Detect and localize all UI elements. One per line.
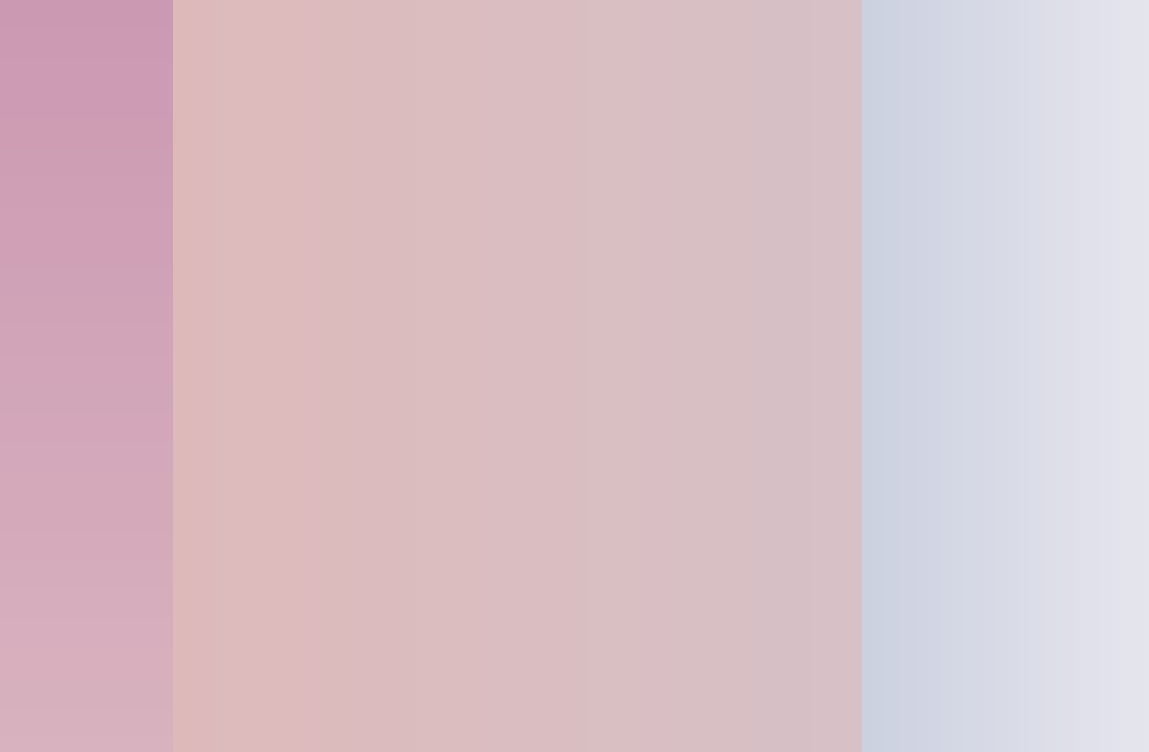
Bar xyxy=(161,608,1061,649)
Bar xyxy=(161,153,481,193)
Bar xyxy=(161,414,542,453)
Bar xyxy=(161,88,298,129)
Bar xyxy=(161,348,529,389)
Bar xyxy=(161,284,494,323)
Bar xyxy=(161,478,591,519)
Bar xyxy=(161,544,876,584)
Bar xyxy=(161,218,481,259)
Legend: CRIME RATE PER 1,000 PEOPLE: CRIME RATE PER 1,000 PEOPLE xyxy=(746,0,1105,22)
